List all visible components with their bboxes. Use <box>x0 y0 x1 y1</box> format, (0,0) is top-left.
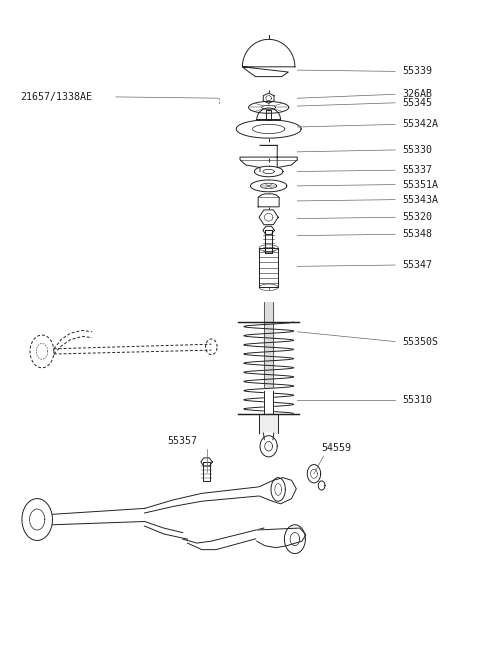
Polygon shape <box>260 436 277 457</box>
Text: 55345: 55345 <box>402 98 432 108</box>
Polygon shape <box>307 464 321 483</box>
Text: 55339: 55339 <box>402 66 432 76</box>
Polygon shape <box>251 180 287 192</box>
Polygon shape <box>259 413 278 433</box>
Text: 55347: 55347 <box>402 260 432 270</box>
Polygon shape <box>264 302 273 388</box>
Text: 54559: 54559 <box>321 443 351 453</box>
Polygon shape <box>203 462 210 481</box>
Text: 55342A: 55342A <box>402 120 438 129</box>
Polygon shape <box>259 478 296 504</box>
Text: 55320: 55320 <box>402 212 432 222</box>
Text: 55351A: 55351A <box>402 179 438 190</box>
Text: 55330: 55330 <box>402 145 432 155</box>
Polygon shape <box>318 481 325 490</box>
Text: 21657/1338AE: 21657/1338AE <box>21 92 93 102</box>
Polygon shape <box>201 458 212 466</box>
Text: 326AB: 326AB <box>402 89 432 99</box>
Polygon shape <box>265 231 273 253</box>
Polygon shape <box>249 101 288 113</box>
Polygon shape <box>264 391 273 413</box>
Polygon shape <box>257 528 306 548</box>
Text: 55350S: 55350S <box>402 336 438 347</box>
Text: 55337: 55337 <box>402 165 432 175</box>
Text: 55343A: 55343A <box>402 194 438 204</box>
Polygon shape <box>259 210 278 225</box>
Polygon shape <box>254 166 283 177</box>
Polygon shape <box>264 433 274 440</box>
Polygon shape <box>258 194 279 207</box>
Polygon shape <box>259 248 278 287</box>
Polygon shape <box>263 226 275 235</box>
Text: 55310: 55310 <box>402 396 432 405</box>
Polygon shape <box>263 93 274 103</box>
Text: 55357: 55357 <box>168 436 198 446</box>
Polygon shape <box>242 39 295 77</box>
Text: 55348: 55348 <box>402 229 432 239</box>
Polygon shape <box>236 120 301 138</box>
Polygon shape <box>240 145 297 171</box>
Polygon shape <box>257 108 281 120</box>
